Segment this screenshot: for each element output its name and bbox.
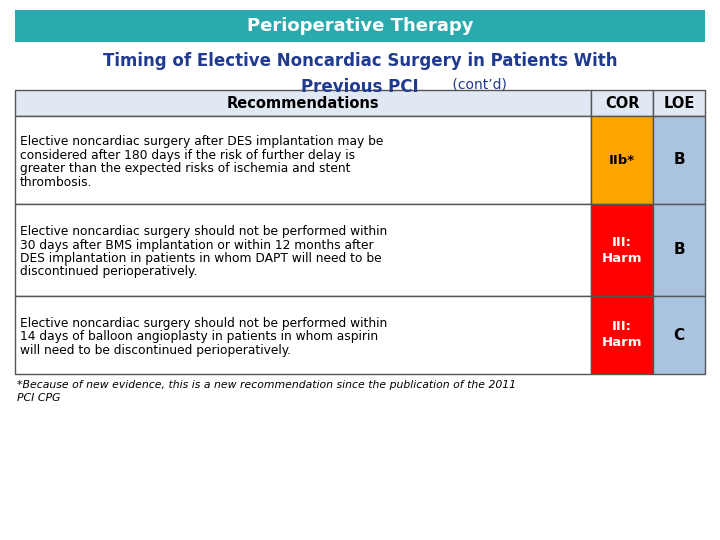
Text: Elective noncardiac surgery should not be performed within: Elective noncardiac surgery should not b…	[20, 225, 387, 238]
Bar	[15, 10, 705, 42]
Text: B: B	[673, 152, 685, 167]
Bar	[653, 116, 705, 204]
Bar	[591, 296, 653, 374]
Bar	[15, 90, 591, 116]
Text: discontinued perioperatively.: discontinued perioperatively.	[20, 266, 197, 279]
Text: IIb*: IIb*	[609, 153, 635, 166]
Text: III:
Harm: III: Harm	[602, 235, 642, 265]
Text: Elective noncardiac surgery should not be performed within: Elective noncardiac surgery should not b…	[20, 317, 387, 330]
Bar	[15, 204, 591, 296]
Text: Elective noncardiac surgery after DES implantation may be: Elective noncardiac surgery after DES im…	[20, 135, 383, 148]
Text: B: B	[673, 242, 685, 258]
Text: Timing of Elective Noncardiac Surgery in Patients With: Timing of Elective Noncardiac Surgery in…	[103, 52, 617, 70]
Text: greater than the expected risks of ischemia and stent: greater than the expected risks of ische…	[20, 162, 351, 175]
Text: considered after 180 days if the risk of further delay is: considered after 180 days if the risk of…	[20, 148, 355, 161]
Bar	[15, 116, 591, 204]
Text: (cont’d): (cont’d)	[448, 77, 507, 91]
Text: III:
Harm: III: Harm	[602, 321, 642, 349]
Bar	[591, 116, 653, 204]
Text: *Because of new evidence, this is a new recommendation since the publication of : *Because of new evidence, this is a new …	[17, 380, 516, 390]
Text: Perioperative Therapy: Perioperative Therapy	[247, 17, 473, 35]
Bar	[591, 204, 653, 296]
Text: LOE: LOE	[663, 96, 695, 111]
Text: COR: COR	[605, 96, 639, 111]
Text: 30 days after BMS implantation or within 12 months after: 30 days after BMS implantation or within…	[20, 239, 374, 252]
Text: will need to be discontinued perioperatively.: will need to be discontinued perioperati…	[20, 344, 291, 357]
Text: PCI CPG: PCI CPG	[17, 393, 60, 403]
Text: Previous PCI: Previous PCI	[301, 78, 419, 96]
Text: thrombosis.: thrombosis.	[20, 176, 92, 188]
Text: Recommendations: Recommendations	[227, 96, 379, 111]
Text: C: C	[673, 327, 685, 342]
Bar	[15, 296, 591, 374]
Bar	[653, 296, 705, 374]
Bar	[591, 90, 653, 116]
Bar	[653, 90, 705, 116]
Text: 14 days of balloon angioplasty in patients in whom aspirin: 14 days of balloon angioplasty in patien…	[20, 330, 378, 343]
Text: DES implantation in patients in whom DAPT will need to be: DES implantation in patients in whom DAP…	[20, 252, 382, 265]
Bar	[653, 204, 705, 296]
